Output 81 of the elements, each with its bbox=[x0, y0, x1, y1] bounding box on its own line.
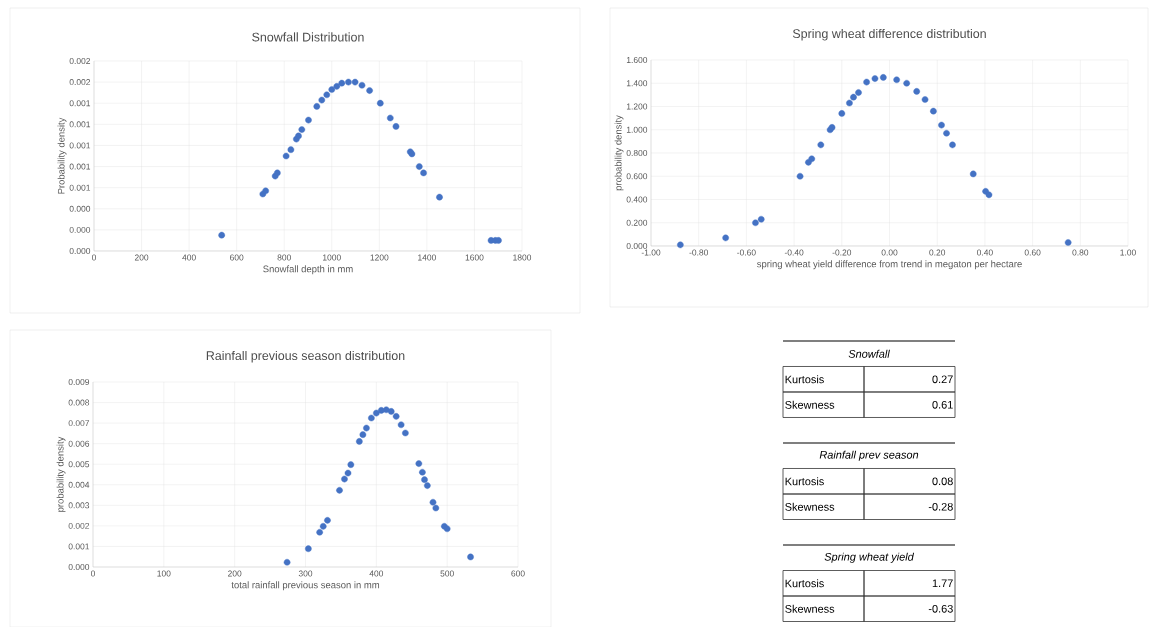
chart-title: Spring wheat difference distribution bbox=[792, 28, 986, 41]
y-tick-label: 0.007 bbox=[68, 420, 90, 427]
y-tick-label: 0.800 bbox=[626, 150, 648, 156]
text: Spring wheat yield bbox=[824, 552, 915, 563]
chart-title: Rainfall previous season distribution bbox=[206, 350, 405, 363]
x-tick-label: 400 bbox=[369, 570, 384, 577]
y-tick-label: 0.001 bbox=[68, 543, 90, 550]
x-tick-label: 500 bbox=[440, 570, 454, 577]
x-tick-label: 600 bbox=[230, 254, 244, 261]
y-tick-label: 0.000 bbox=[69, 205, 91, 212]
text: -0.28 bbox=[928, 502, 953, 511]
x-tick-label: 1400 bbox=[418, 254, 436, 261]
y-tick-label: 0.009 bbox=[68, 379, 90, 385]
text: Skewness bbox=[785, 400, 835, 409]
x-tick-label: 1.00 bbox=[1120, 249, 1136, 256]
x-tick-label: 400 bbox=[182, 254, 196, 261]
x-tick-label: 1000 bbox=[323, 254, 341, 261]
y-tick-label: 0.008 bbox=[68, 399, 90, 406]
y-tick-label: 0.004 bbox=[68, 481, 90, 488]
x-tick-label: -0.60 bbox=[737, 249, 756, 256]
y-tick-label: 0.003 bbox=[68, 502, 90, 509]
text: Snowfall bbox=[848, 349, 890, 358]
y-tick-label: 0.000 bbox=[69, 226, 91, 233]
y-tick-label: 1.400 bbox=[626, 80, 648, 87]
y-axis-title: probability density bbox=[614, 115, 624, 191]
y-axis-title: Probability density bbox=[57, 117, 67, 194]
y-tick-label: 0.001 bbox=[69, 100, 91, 107]
text: 1.77 bbox=[932, 579, 953, 588]
text: 0.08 bbox=[932, 477, 953, 486]
y-tick-label: 0.000 bbox=[68, 564, 90, 570]
text: -0.63 bbox=[928, 604, 953, 613]
x-tick-label: -0.20 bbox=[832, 249, 852, 256]
y-tick-label: 0.005 bbox=[68, 461, 90, 468]
x-tick-label: 0.40 bbox=[977, 249, 993, 256]
y-tick-label: 0.400 bbox=[626, 196, 648, 203]
text: 0.27 bbox=[932, 375, 953, 384]
x-tick-label: 1600 bbox=[465, 254, 484, 261]
y-tick-label: 1.600 bbox=[626, 57, 648, 63]
text: 0.61 bbox=[932, 400, 953, 409]
x-axis-title: total rainfall previous season in mm bbox=[231, 581, 380, 591]
y-axis-title: probability density bbox=[56, 436, 66, 512]
y-tick-label: 0.002 bbox=[68, 522, 90, 529]
y-tick-label: 0.002 bbox=[69, 58, 91, 64]
x-tick-label: -0.80 bbox=[689, 249, 709, 256]
text: Kurtosis bbox=[785, 375, 824, 384]
text: Kurtosis bbox=[785, 477, 824, 486]
x-tick-label: 0.60 bbox=[1024, 249, 1041, 256]
y-tick-label: 0.002 bbox=[69, 79, 91, 86]
x-tick-label: 600 bbox=[511, 570, 525, 577]
x-axis-title: Snowfall depth in mm bbox=[263, 265, 353, 275]
x-tick-label: 800 bbox=[277, 254, 291, 261]
y-tick-label: 0.600 bbox=[626, 173, 648, 180]
x-tick-label: 0.00 bbox=[881, 249, 898, 256]
x-tick-label: 1800 bbox=[513, 254, 532, 261]
x-tick-label: 1200 bbox=[370, 254, 389, 261]
y-tick-label: 0.000 bbox=[69, 248, 91, 254]
y-tick-label: 0.001 bbox=[69, 184, 91, 191]
y-tick-label: 0.006 bbox=[68, 440, 90, 447]
y-tick-label: 0.200 bbox=[626, 219, 648, 226]
x-tick-label: 200 bbox=[134, 254, 149, 261]
y-tick-label: 1.200 bbox=[626, 103, 648, 110]
x-tick-label: 300 bbox=[298, 570, 313, 577]
x-axis-title: spring wheat yield difference from trend in megaton per hectare bbox=[757, 260, 1022, 270]
x-tick-label: 0 bbox=[90, 570, 96, 577]
y-tick-label: 0.001 bbox=[69, 163, 91, 170]
text: Kurtosis bbox=[785, 579, 824, 588]
x-tick-label: 0 bbox=[91, 254, 97, 261]
x-tick-label: 0.80 bbox=[1072, 249, 1089, 256]
x-tick-label: 0.20 bbox=[929, 249, 946, 256]
text: Rainfall prev season bbox=[819, 450, 919, 461]
text: Skewness bbox=[785, 502, 835, 511]
y-tick-label: 1.000 bbox=[626, 126, 648, 133]
x-tick-label: 100 bbox=[157, 570, 171, 577]
y-tick-label: 0.000 bbox=[626, 243, 648, 249]
y-tick-label: 0.001 bbox=[69, 121, 91, 128]
chart-title: Snowfall Distribution bbox=[252, 32, 364, 42]
y-tick-label: 0.001 bbox=[69, 142, 91, 149]
x-tick-label: -1.00 bbox=[641, 249, 661, 256]
x-tick-label: 200 bbox=[228, 570, 242, 577]
x-tick-label: -0.40 bbox=[784, 249, 804, 256]
text: Skewness bbox=[785, 604, 835, 613]
